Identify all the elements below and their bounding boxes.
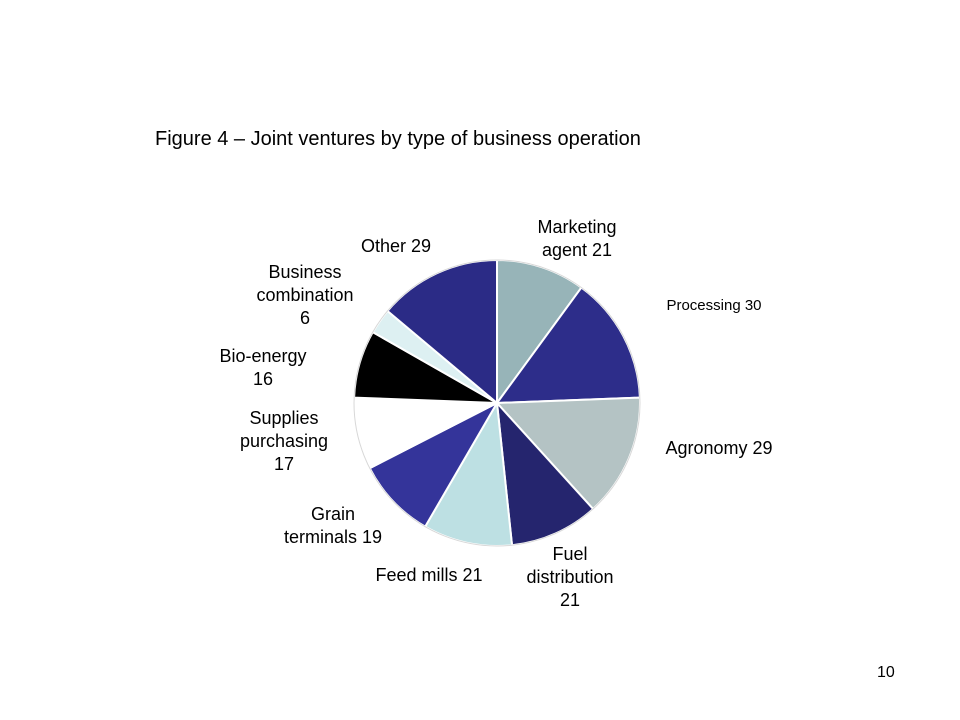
- chart-title: Figure 4 – Joint ventures by type of bus…: [155, 128, 641, 150]
- pie-slices: [353, 258, 641, 547]
- slice-label-other: Other 29: [361, 236, 431, 256]
- slice-label-agronomy: Agronomy 29: [665, 438, 772, 458]
- slice-label-supplies-purchasing: Supplies purchasing 17: [240, 408, 328, 474]
- pie-outline: [353, 259, 641, 547]
- slice-label-fuel-distribution: Fuel distribution 21: [526, 544, 613, 610]
- pie-labels: Marketing agent 21 Processing 30 Agronomy 2…: [219, 217, 772, 610]
- slice-label-processing: Processing 30: [666, 297, 761, 314]
- slice-label-grain-terminals: Grain terminals 19: [284, 504, 382, 547]
- slice-label-bio-energy: Bio-energy 16: [219, 346, 306, 389]
- page-number: 10: [877, 664, 895, 681]
- slice-label-feed-mills: Feed mills 21: [375, 565, 482, 585]
- slice-label-marketing-agent: Marketing agent 21: [537, 217, 616, 260]
- slice-label-business-combination: Business combination 6: [256, 262, 353, 328]
